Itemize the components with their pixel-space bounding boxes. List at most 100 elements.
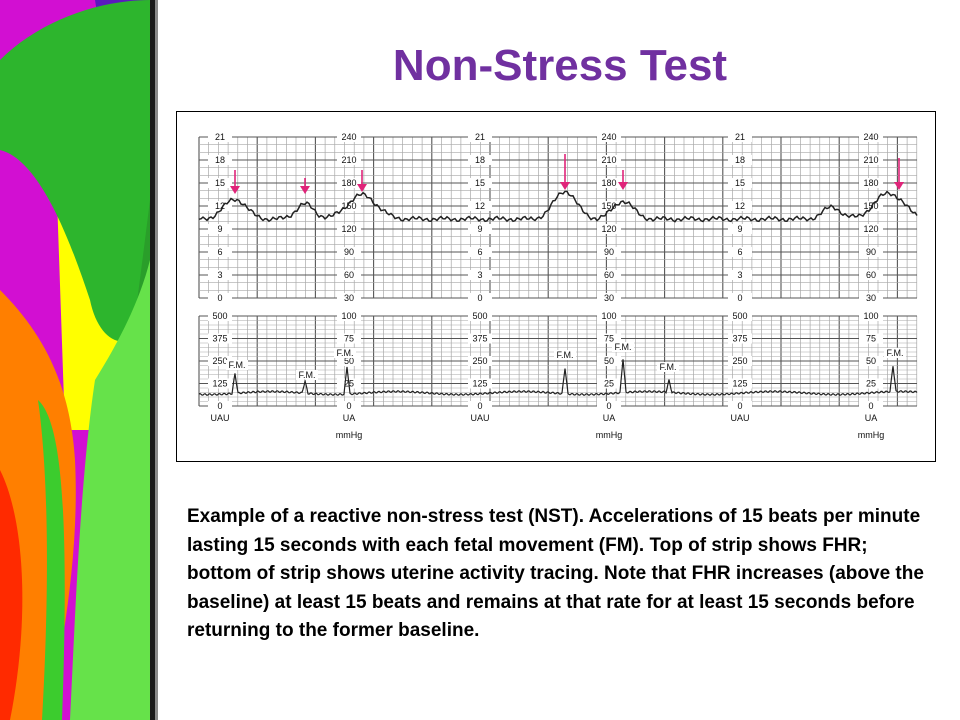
ua-scale-label: 75 xyxy=(604,334,614,344)
fhr-scale-label: 240 xyxy=(601,132,616,142)
label-backdrop xyxy=(597,293,621,303)
label-backdrop xyxy=(337,155,361,165)
fhr-scale-label: 210 xyxy=(863,155,878,165)
ua-unit-label: mmHg xyxy=(596,430,623,440)
label-backdrop xyxy=(468,293,492,303)
ua-scale-label: 25 xyxy=(604,379,614,389)
label-backdrop xyxy=(728,401,752,411)
ua-scale-label: 100 xyxy=(863,311,878,321)
fhr-scale-label: 3 xyxy=(477,270,482,280)
acceleration-arrowhead xyxy=(894,182,904,190)
fhr-scale-label: 21 xyxy=(475,132,485,142)
fhr-scale-label: 9 xyxy=(737,224,742,234)
fhr-scale-label: 21 xyxy=(735,132,745,142)
label-backdrop xyxy=(226,360,248,370)
fhr-scale-label: 120 xyxy=(341,224,356,234)
label-backdrop xyxy=(468,155,492,165)
label-backdrop xyxy=(468,270,492,280)
fhr-scale-label: 150 xyxy=(863,201,878,211)
label-backdrop xyxy=(208,270,232,280)
fhr-scale-label: 15 xyxy=(215,178,225,188)
label-backdrop xyxy=(612,342,634,352)
decorative-border-art xyxy=(0,0,160,720)
label-backdrop xyxy=(468,356,492,366)
fhr-scale-label: 150 xyxy=(601,201,616,211)
label-backdrop xyxy=(337,311,361,321)
label-backdrop xyxy=(597,311,621,321)
label-backdrop xyxy=(554,350,576,360)
fhr-scale-label: 120 xyxy=(863,224,878,234)
label-backdrop xyxy=(597,356,621,366)
ua-scale-label: 0 xyxy=(477,401,482,411)
ua-scale-label: 500 xyxy=(212,311,227,321)
ua-scale-label: 50 xyxy=(344,356,354,366)
ua-scale-label: 0 xyxy=(737,401,742,411)
fhr-scale-label: 210 xyxy=(601,155,616,165)
deco-green-shape xyxy=(0,0,150,342)
acceleration-arrowhead xyxy=(560,182,570,190)
label-backdrop xyxy=(728,270,752,280)
ua-scale-label: 0 xyxy=(217,401,222,411)
label-backdrop xyxy=(334,348,356,358)
ua-trace xyxy=(198,359,918,396)
fm-label: F.M. xyxy=(557,350,574,360)
ua-footer-label: UA xyxy=(343,413,356,423)
fhr-scale-label: 30 xyxy=(604,293,614,303)
label-backdrop xyxy=(337,224,361,234)
label-backdrop xyxy=(208,311,232,321)
fhr-scale-label: 0 xyxy=(217,293,222,303)
label-backdrop xyxy=(859,201,883,211)
fhr-scale-label: 3 xyxy=(737,270,742,280)
strip-traces xyxy=(198,190,918,396)
label-backdrop xyxy=(728,311,752,321)
fhr-scale-label: 30 xyxy=(344,293,354,303)
label-backdrop xyxy=(468,224,492,234)
label-backdrop xyxy=(468,333,492,344)
label-backdrop xyxy=(859,155,883,165)
deco-shadow-edge xyxy=(150,0,155,720)
ua-footer-label: UAU xyxy=(210,413,229,423)
label-backdrop xyxy=(728,333,752,344)
label-backdrop xyxy=(728,178,752,188)
label-backdrop xyxy=(468,178,492,188)
ua-scale-label: 375 xyxy=(732,334,747,344)
fhr-scale-label: 180 xyxy=(863,178,878,188)
fhr-scale-label: 18 xyxy=(735,155,745,165)
acceleration-arrowhead xyxy=(230,186,240,194)
fhr-scale-label: 60 xyxy=(866,270,876,280)
ua-scale-label: 375 xyxy=(472,334,487,344)
acceleration-arrowhead xyxy=(618,182,628,190)
label-backdrop xyxy=(337,401,361,411)
label-backdrop xyxy=(468,132,492,142)
ua-scale-label: 375 xyxy=(212,334,227,344)
fhr-scale-label: 6 xyxy=(737,247,742,257)
label-backdrop xyxy=(728,293,752,303)
label-backdrop xyxy=(859,378,883,389)
fhr-scale-label: 150 xyxy=(341,201,356,211)
ua-scale-label: 250 xyxy=(732,356,747,366)
fhr-scale-label: 9 xyxy=(477,224,482,234)
label-backdrop xyxy=(208,224,232,234)
fhr-scale-label: 90 xyxy=(344,247,354,257)
label-backdrop xyxy=(597,378,621,389)
label-backdrop xyxy=(597,224,621,234)
fhr-scale-label: 3 xyxy=(217,270,222,280)
fhr-scale-label: 12 xyxy=(475,201,485,211)
label-backdrop xyxy=(337,201,361,211)
label-backdrop xyxy=(728,224,752,234)
fhr-scale-label: 15 xyxy=(475,178,485,188)
label-backdrop xyxy=(468,401,492,411)
ua-footer-label: UA xyxy=(603,413,616,423)
label-backdrop xyxy=(597,333,621,344)
label-backdrop xyxy=(597,201,621,211)
fhr-scale-label: 0 xyxy=(737,293,742,303)
ua-scale-label: 100 xyxy=(341,311,356,321)
label-backdrop xyxy=(468,201,492,211)
label-backdrop xyxy=(208,333,232,344)
ua-scale-label: 500 xyxy=(472,311,487,321)
fhr-scale-label: 210 xyxy=(341,155,356,165)
ua-scale-label: 250 xyxy=(212,356,227,366)
fhr-scale-label: 60 xyxy=(604,270,614,280)
label-backdrop xyxy=(208,178,232,188)
ua-scale-label: 250 xyxy=(472,356,487,366)
